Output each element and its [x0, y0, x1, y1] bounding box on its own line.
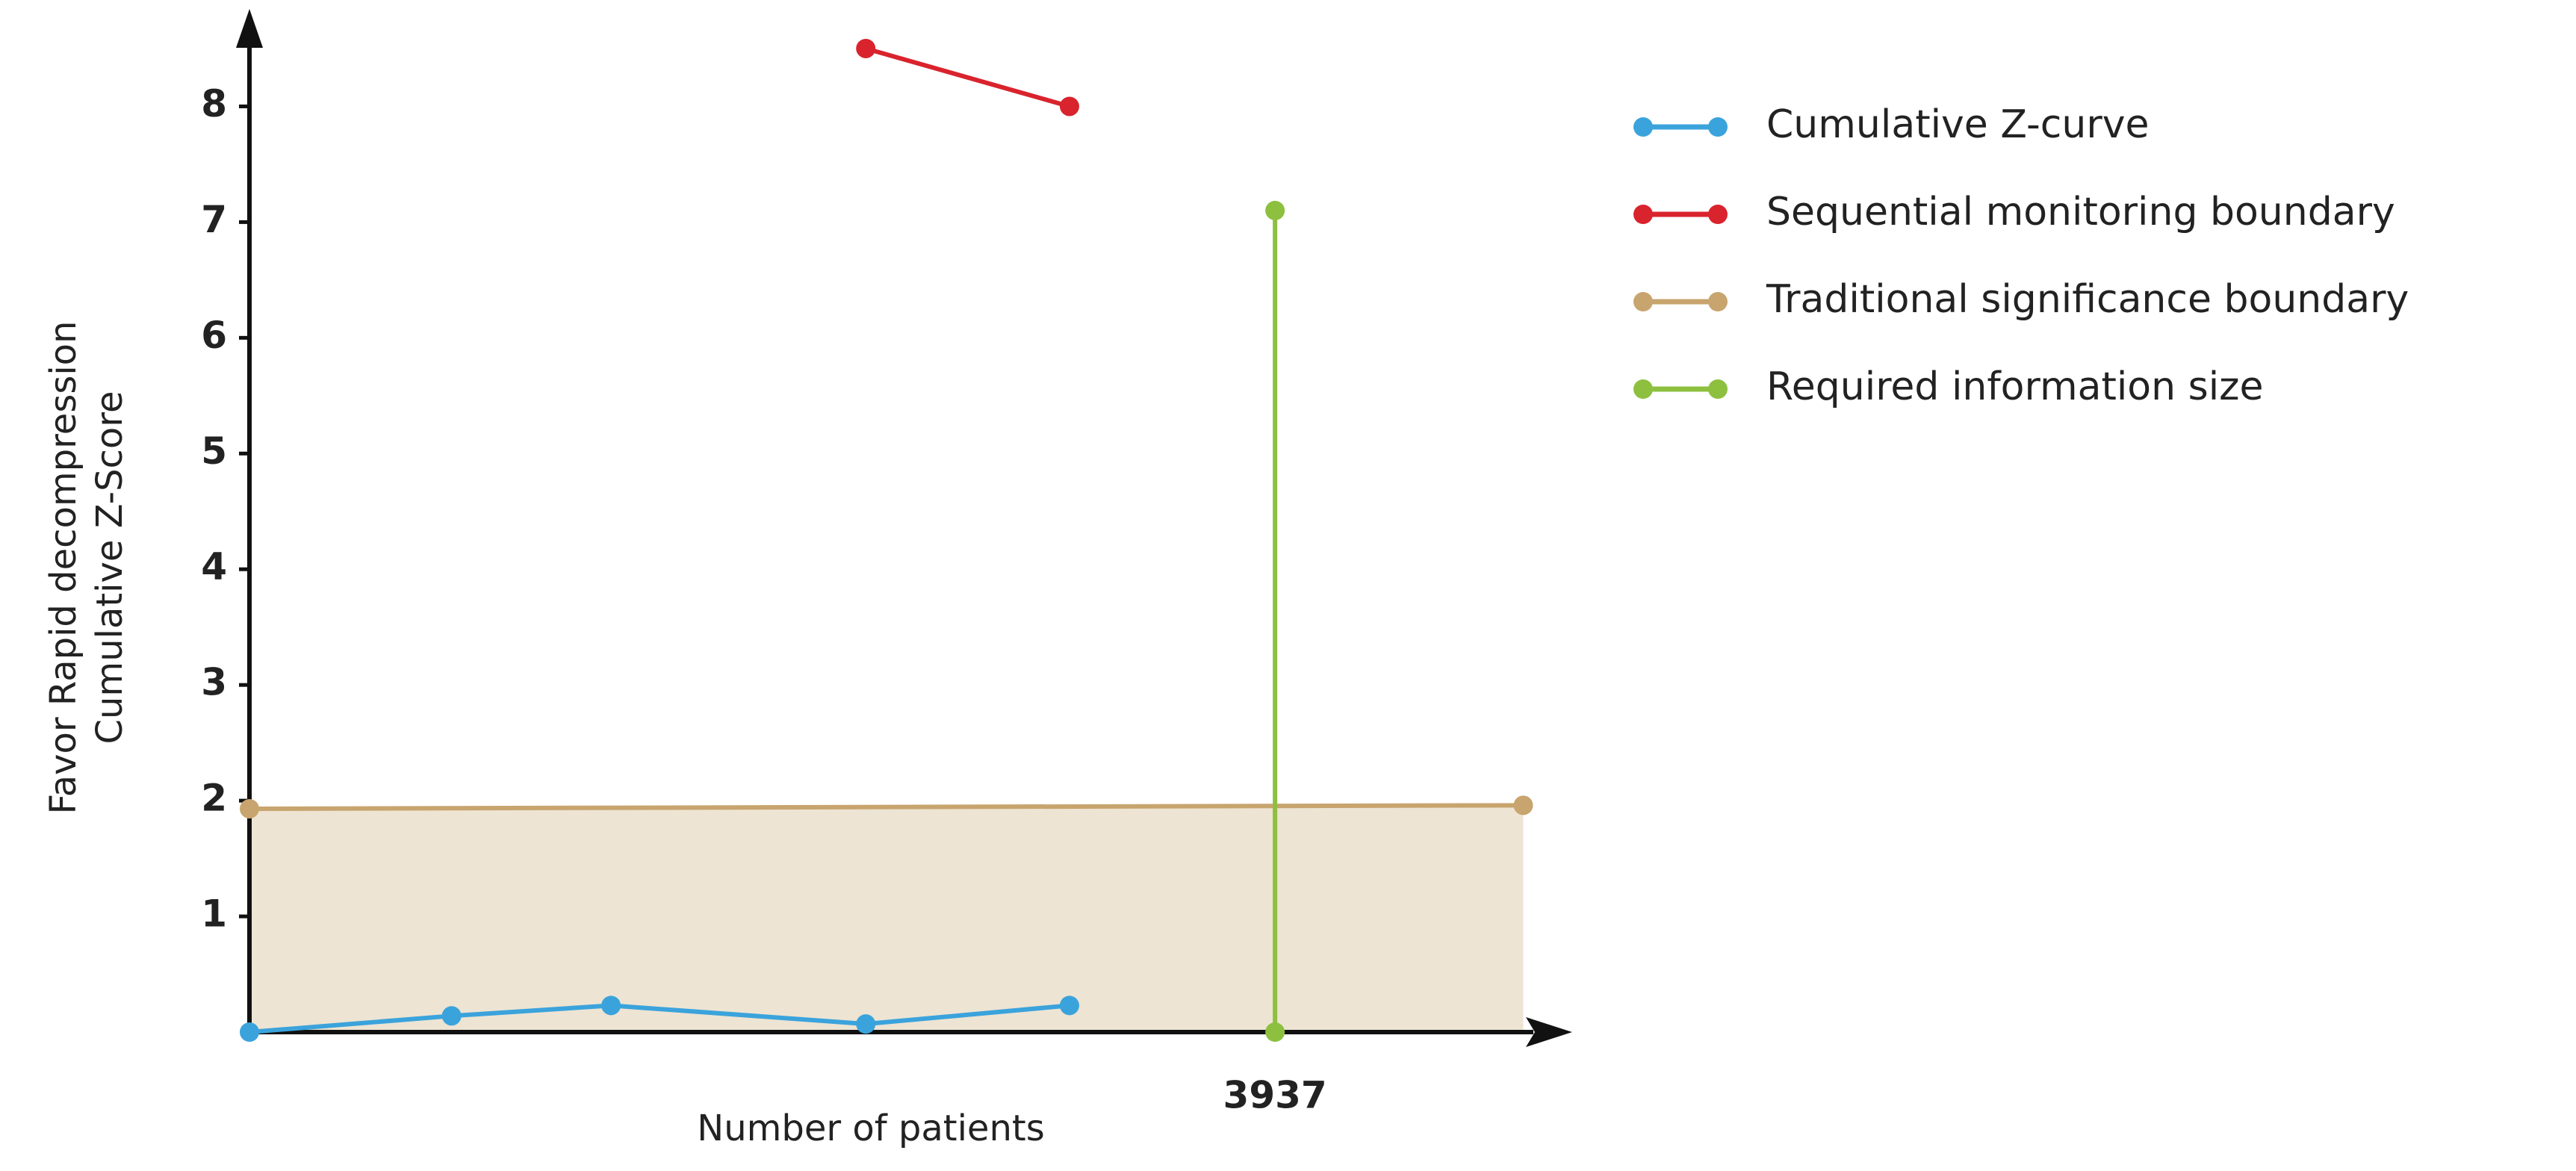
y-axis-label: Cumulative Z-Score	[89, 391, 131, 744]
y-tick-label: 6	[201, 314, 227, 357]
legend-label: Traditional significance boundary	[1766, 277, 2409, 322]
series-line	[249, 803, 1524, 811]
data-point	[1265, 1022, 1285, 1042]
legend-marker	[1633, 117, 1653, 137]
data-point	[601, 995, 621, 1016]
y-tick-label: 7	[201, 198, 227, 241]
significance-area	[249, 805, 1524, 1032]
data-point	[856, 38, 876, 58]
legend-marker	[1633, 379, 1653, 399]
legend-marker	[1708, 292, 1728, 311]
data-point	[1059, 96, 1079, 117]
data-point	[1059, 995, 1079, 1016]
legend-label: Cumulative Z-curve	[1766, 102, 2149, 147]
data-point	[240, 798, 259, 819]
data-point	[1265, 200, 1285, 220]
x-tick-label: 3937	[1223, 1074, 1327, 1117]
y-tick-label: 3	[201, 661, 227, 704]
x-axis-label: Number of patients	[697, 1108, 1044, 1149]
y-tick-label: 5	[201, 429, 227, 473]
data-point	[856, 1014, 876, 1034]
y-tick-label: 2	[201, 777, 227, 820]
data-point	[240, 1022, 259, 1042]
y-tick-label: 4	[201, 545, 227, 588]
legend-marker	[1708, 379, 1728, 399]
legend-label: Required information size	[1766, 364, 2263, 409]
data-point	[1513, 795, 1533, 816]
legend-marker	[1633, 292, 1653, 311]
x-axis-arrow	[1526, 1017, 1572, 1047]
y-axis-arrow	[236, 9, 263, 48]
y-tick-label: 8	[201, 82, 227, 125]
legend-marker	[1708, 117, 1728, 137]
legend-label: Sequential monitoring boundary	[1766, 190, 2395, 234]
data-point	[441, 1006, 462, 1026]
legend-marker	[1633, 205, 1653, 224]
series-line	[865, 46, 1070, 109]
y-axis-label: Favor Rapid decompression	[43, 321, 84, 815]
y-tick-label: 1	[201, 892, 227, 936]
legend-marker	[1708, 205, 1728, 224]
